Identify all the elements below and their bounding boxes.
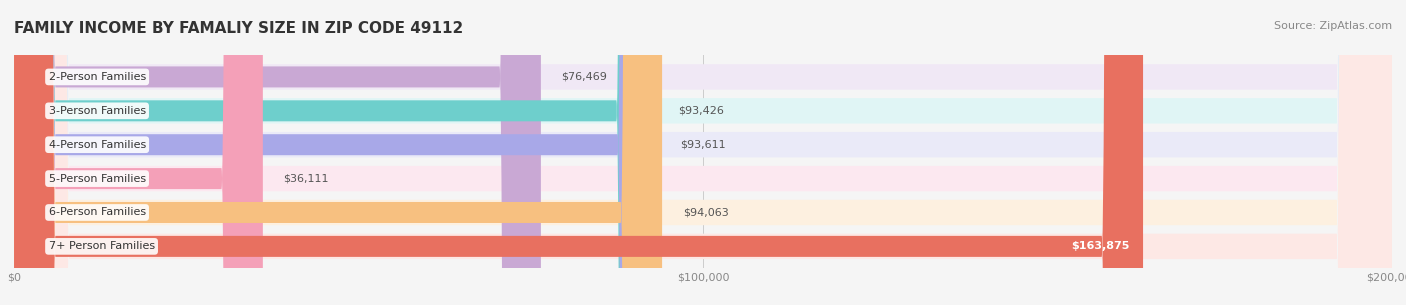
Text: Source: ZipAtlas.com: Source: ZipAtlas.com — [1274, 21, 1392, 31]
Text: 2-Person Families: 2-Person Families — [48, 72, 146, 82]
Text: 3-Person Families: 3-Person Families — [48, 106, 146, 116]
FancyBboxPatch shape — [14, 0, 658, 305]
Text: $76,469: $76,469 — [561, 72, 607, 82]
FancyBboxPatch shape — [14, 0, 541, 305]
Text: $93,611: $93,611 — [679, 140, 725, 150]
Text: FAMILY INCOME BY FAMALIY SIZE IN ZIP CODE 49112: FAMILY INCOME BY FAMALIY SIZE IN ZIP COD… — [14, 21, 464, 36]
Text: 6-Person Families: 6-Person Families — [48, 207, 146, 217]
Text: 7+ Person Families: 7+ Person Families — [48, 241, 155, 251]
FancyBboxPatch shape — [14, 0, 1392, 305]
FancyBboxPatch shape — [14, 0, 1392, 305]
FancyBboxPatch shape — [14, 0, 1392, 305]
FancyBboxPatch shape — [14, 0, 659, 305]
FancyBboxPatch shape — [14, 0, 1392, 305]
FancyBboxPatch shape — [14, 0, 1143, 305]
Text: 4-Person Families: 4-Person Families — [48, 140, 146, 150]
FancyBboxPatch shape — [14, 0, 1392, 305]
Text: $163,875: $163,875 — [1071, 241, 1129, 251]
FancyBboxPatch shape — [14, 0, 1392, 305]
FancyBboxPatch shape — [14, 0, 263, 305]
Text: $36,111: $36,111 — [284, 174, 329, 184]
Text: $94,063: $94,063 — [683, 207, 728, 217]
FancyBboxPatch shape — [14, 0, 662, 305]
Text: 5-Person Families: 5-Person Families — [48, 174, 146, 184]
Text: $93,426: $93,426 — [678, 106, 724, 116]
